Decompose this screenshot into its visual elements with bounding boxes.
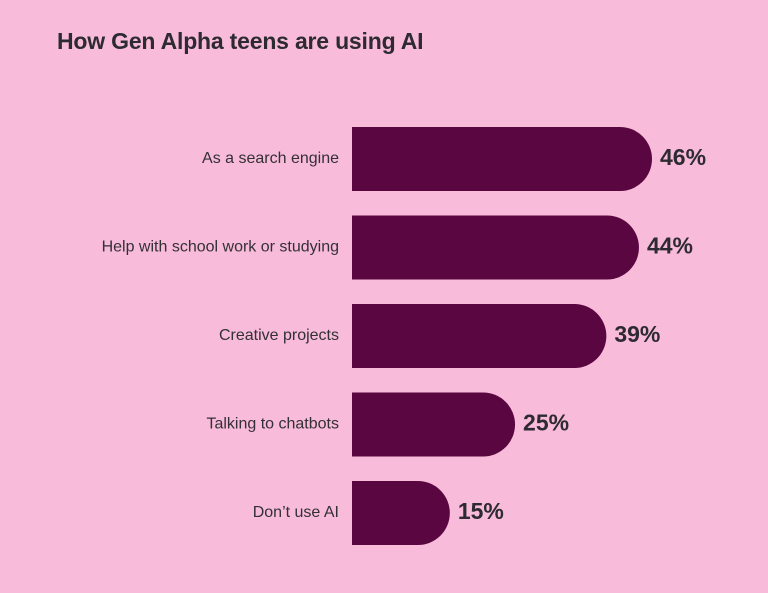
category-label: Creative projects [219,327,339,344]
bar-row: Creative projects 39% [219,304,660,368]
bar [352,127,652,191]
value-label: 15% [458,498,504,524]
bar-row: As a search engine 46% [202,127,706,191]
bar [352,481,450,545]
category-label: Help with school work or studying [102,239,339,256]
value-label: 39% [614,321,660,347]
value-label: 46% [660,144,706,170]
bar-row: Don’t use AI 15% [253,481,504,545]
bar-row: Talking to chatbots 25% [206,392,569,457]
value-label: 44% [647,233,693,259]
bar [352,392,516,457]
bar-row: Help with school work or studying 44% [102,215,693,280]
bar [352,215,639,280]
bar [352,304,607,368]
category-label: Don’t use AI [253,504,339,521]
value-label: 25% [523,410,569,436]
category-label: Talking to chatbots [206,416,339,433]
chart-title: How Gen Alpha teens are using AI [57,28,424,54]
category-label: As a search engine [202,150,339,167]
